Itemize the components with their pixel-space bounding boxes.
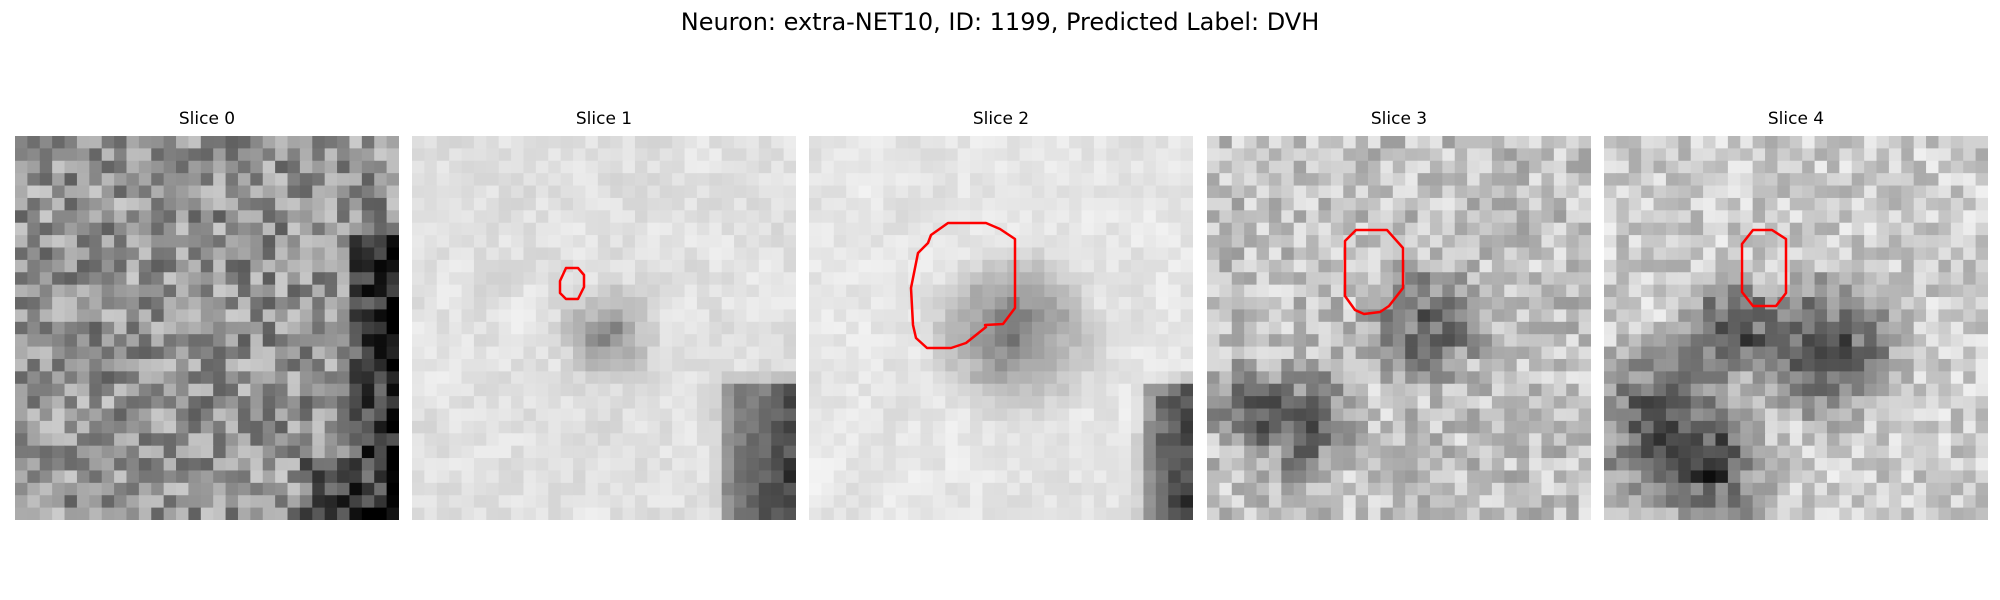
slice-pixels	[809, 136, 1193, 520]
slice-pixels	[1604, 136, 1988, 520]
roi-outline	[909, 221, 1017, 350]
roi-outline	[558, 266, 586, 301]
slice-title: Slice 1	[575, 109, 633, 129]
slice-image	[1604, 136, 1988, 520]
slice-title: Slice 2	[972, 109, 1030, 129]
slice-image	[809, 136, 1193, 520]
slice-pixels	[412, 136, 796, 520]
slice-panel-2: Slice 2	[809, 108, 1193, 520]
figure-title: Neuron: extra-NET10, ID: 1199, Predicted…	[680, 8, 1320, 36]
slice-image	[15, 136, 399, 520]
slice-image	[1207, 136, 1591, 520]
slice-pixels	[1207, 136, 1591, 520]
slice-panel-3: Slice 3	[1207, 108, 1591, 520]
slice-pixels	[15, 136, 399, 520]
slice-image	[412, 136, 796, 520]
slice-title: Slice 3	[1370, 109, 1428, 129]
slice-title: Slice 4	[1767, 109, 1825, 129]
roi-outline	[1343, 228, 1405, 316]
slice-title: Slice 0	[178, 109, 236, 129]
slice-panel-0: Slice 0	[15, 108, 399, 520]
slice-panel-4: Slice 4	[1604, 108, 1988, 520]
slice-panel-1: Slice 1	[412, 108, 796, 520]
roi-outline	[1740, 228, 1788, 308]
